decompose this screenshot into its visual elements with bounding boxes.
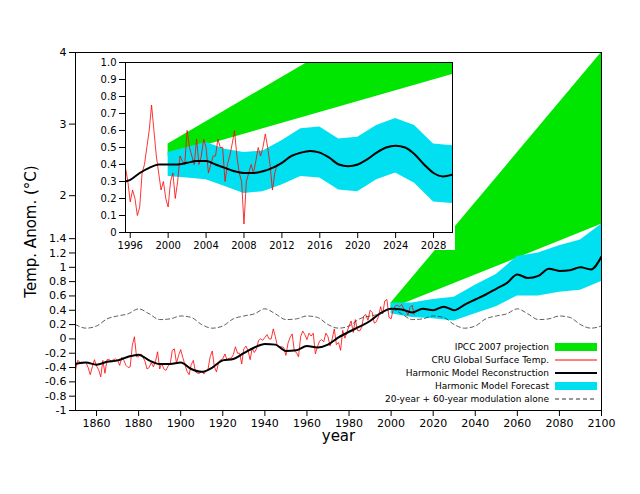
svg-text:1860: 1860 [83, 417, 111, 430]
svg-text:0: 0 [110, 227, 116, 238]
html-text:Harmonic Model Forecast: Harmonic Model Forecast [434, 380, 549, 391]
svg-text:2000: 2000 [377, 417, 405, 430]
svg-text:0.6: 0.6 [101, 125, 117, 136]
svg-text:-0.6: -0.6 [45, 375, 66, 388]
svg-text:1920: 1920 [209, 417, 237, 430]
svg-text:0.4: 0.4 [49, 304, 67, 317]
svg-text:1.4: 1.4 [49, 232, 67, 245]
html-text:20-year + 60-year modulation a: 20-year + 60-year modulation alone [385, 393, 549, 404]
svg-text:4: 4 [60, 46, 67, 59]
svg-text:2016: 2016 [307, 240, 332, 250]
svg-text:2060: 2060 [503, 417, 531, 430]
svg-text:0.8: 0.8 [101, 91, 117, 102]
svg-text:1900: 1900 [167, 417, 195, 430]
svg-text:1996: 1996 [118, 240, 143, 250]
svg-text:2020: 2020 [419, 417, 447, 430]
svg-text:2008: 2008 [231, 240, 256, 250]
svg-text:1960: 1960 [293, 417, 321, 430]
svg-text:0.2: 0.2 [101, 193, 117, 204]
svg-text:0.1: 0.1 [101, 210, 117, 221]
svg-text:2004: 2004 [193, 240, 218, 250]
html-text:CRU Global Surface Temp.: CRU Global Surface Temp. [431, 354, 549, 365]
svg-text:2012: 2012 [269, 240, 294, 250]
svg-text:1980: 1980 [335, 417, 363, 431]
svg-text:2028: 2028 [421, 240, 446, 250]
svg-text:0.2: 0.2 [49, 318, 67, 331]
svg-text:2: 2 [60, 189, 67, 202]
svg-text:year: year [322, 427, 356, 445]
svg-text:0.8: 0.8 [49, 275, 67, 288]
html-text:IPCC 2007 projection: IPCC 2007 projection [454, 341, 549, 352]
svg-text:1.2: 1.2 [49, 247, 67, 260]
svg-text:1940: 1940 [251, 417, 279, 430]
svg-text:0.6: 0.6 [49, 289, 67, 302]
svg-text:2020: 2020 [345, 240, 370, 250]
svg-text:2000: 2000 [155, 240, 180, 250]
svg-text:Temp. Anom. (°C): Temp. Anom. (°C) [22, 165, 40, 298]
svg-text:-1: -1 [56, 404, 67, 417]
svg-text:2100: 2100 [588, 417, 616, 430]
svg-text:0.7: 0.7 [101, 108, 117, 119]
svg-text:1.0: 1.0 [101, 57, 117, 68]
svg-text:0.4: 0.4 [101, 159, 117, 170]
svg-text:2080: 2080 [545, 417, 573, 430]
svg-text:2024: 2024 [383, 240, 408, 250]
svg-text:0.3: 0.3 [101, 176, 117, 187]
svg-text:0.5: 0.5 [101, 142, 117, 153]
svg-text:-0.2: -0.2 [45, 347, 66, 360]
svg-text:3: 3 [60, 118, 67, 131]
svg-text:0.9: 0.9 [101, 74, 117, 85]
html-text:Harmonic Model Reconstruction: Harmonic Model Reconstruction [405, 367, 549, 378]
svg-text:2040: 2040 [461, 417, 489, 430]
svg-text:1880: 1880 [125, 417, 153, 430]
svg-text:-0.8: -0.8 [45, 390, 66, 403]
svg-text:1: 1 [60, 261, 67, 274]
svg-text:-0.4: -0.4 [45, 361, 66, 374]
svg-text:0: 0 [60, 332, 67, 345]
